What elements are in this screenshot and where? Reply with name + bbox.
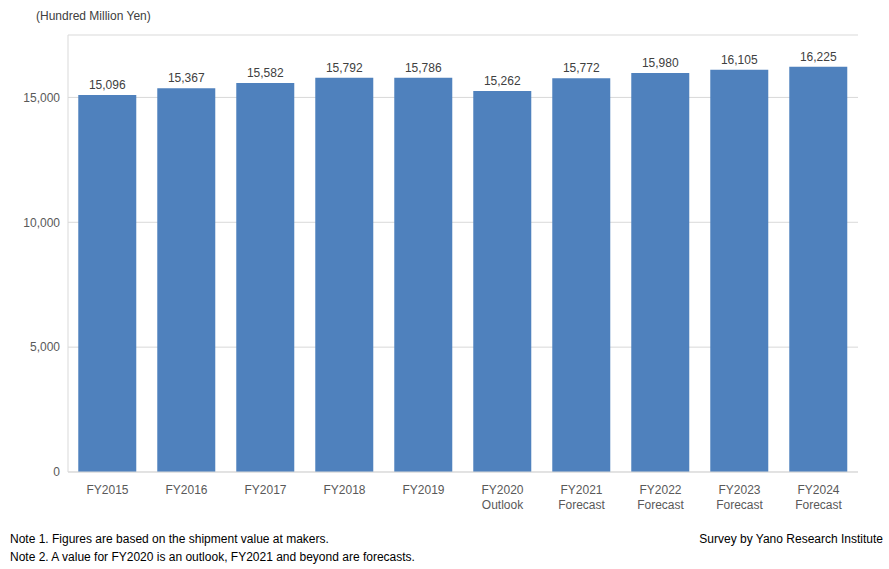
svg-text:FY2020: FY2020 <box>481 483 523 497</box>
svg-text:Forecast: Forecast <box>795 498 842 512</box>
html-text:(Hundred Million Yen): (Hundred Million Yen) <box>36 9 151 23</box>
svg-text:15,000: 15,000 <box>23 91 60 105</box>
svg-text:16,105: 16,105 <box>721 53 758 67</box>
svg-text:Forecast: Forecast <box>558 498 605 512</box>
svg-text:FY2016: FY2016 <box>165 483 207 497</box>
svg-text:FY2023: FY2023 <box>718 483 760 497</box>
html-text:Note 2. A value for FY2020 is: Note 2. A value for FY2020 is an outlook… <box>10 550 415 564</box>
svg-text:FY2018: FY2018 <box>323 483 365 497</box>
svg-text:FY2022: FY2022 <box>639 483 681 497</box>
html-text:Survey by Yano Research Instit: Survey by Yano Research Institute <box>699 532 883 546</box>
svg-text:15,096: 15,096 <box>89 78 126 92</box>
svg-text:15,980: 15,980 <box>642 56 679 70</box>
svg-text:Outlook: Outlook <box>482 498 524 512</box>
svg-text:15,367: 15,367 <box>168 71 205 85</box>
svg-text:15,792: 15,792 <box>326 61 363 75</box>
svg-text:Forecast: Forecast <box>637 498 684 512</box>
svg-text:FY2017: FY2017 <box>244 483 286 497</box>
html-text:Note 1. Figures are based on t: Note 1. Figures are based on the shipmen… <box>10 532 329 546</box>
svg-text:16,225: 16,225 <box>800 50 837 64</box>
svg-text:15,786: 15,786 <box>405 61 442 75</box>
svg-text:15,262: 15,262 <box>484 74 521 88</box>
svg-text:0: 0 <box>53 465 60 479</box>
svg-text:Forecast: Forecast <box>716 498 763 512</box>
svg-text:15,582: 15,582 <box>247 66 284 80</box>
svg-text:10,000: 10,000 <box>23 216 60 230</box>
svg-text:15,772: 15,772 <box>563 61 600 75</box>
svg-text:FY2024: FY2024 <box>797 483 839 497</box>
svg-text:FY2019: FY2019 <box>402 483 444 497</box>
svg-text:FY2015: FY2015 <box>86 483 128 497</box>
svg-text:FY2021: FY2021 <box>560 483 602 497</box>
svg-text:5,000: 5,000 <box>30 340 60 354</box>
